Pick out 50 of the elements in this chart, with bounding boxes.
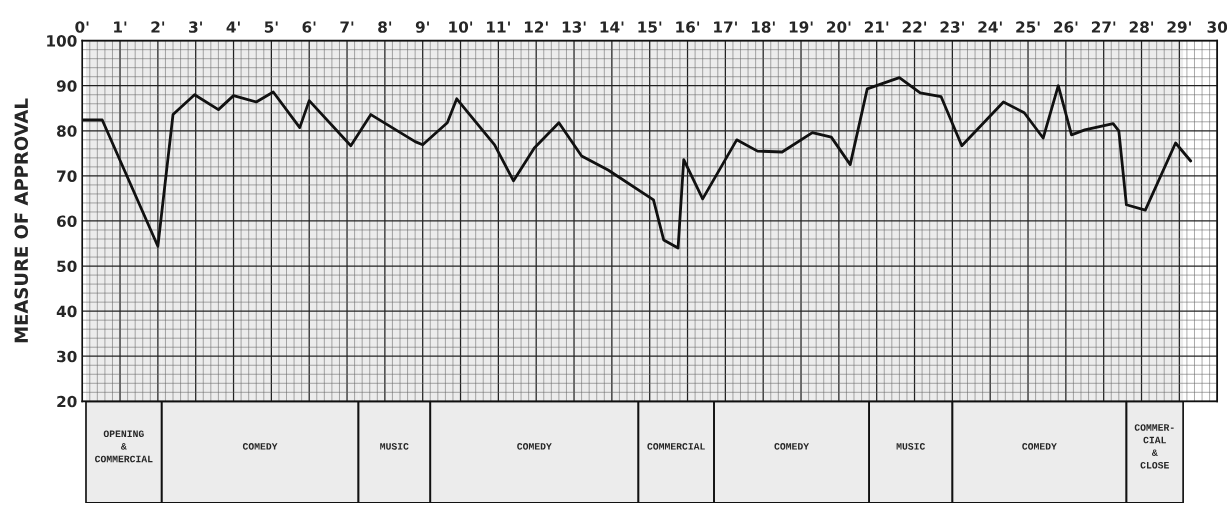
x-tick-label: 19' bbox=[789, 21, 813, 33]
band-label: MUSIC bbox=[896, 443, 926, 450]
x-tick-label: 11' bbox=[487, 21, 510, 33]
x-tick-label: 16' bbox=[676, 21, 700, 33]
band-label: OPENING & COMMERCIAL bbox=[95, 430, 153, 463]
x-tick-label: 0' bbox=[75, 21, 89, 33]
y-tick-label: 80 bbox=[57, 125, 77, 137]
x-tick-label: 12' bbox=[524, 21, 548, 33]
band-label: MUSIC bbox=[380, 443, 409, 450]
band-label: COMEDY bbox=[242, 443, 278, 450]
x-tick-label: 15' bbox=[638, 21, 662, 33]
x-tick-label: 20' bbox=[827, 21, 851, 33]
y-tick-label: 60 bbox=[57, 215, 77, 227]
y-tick-label: 50 bbox=[57, 260, 77, 273]
x-tick-label: 7' bbox=[340, 21, 354, 33]
y-tick-label: 30 bbox=[57, 350, 77, 363]
y-tick-label: 70 bbox=[57, 170, 77, 182]
x-tick-label: 9' bbox=[415, 21, 429, 33]
y-tick-label: 40 bbox=[56, 305, 77, 318]
x-tick-label: 29' bbox=[1167, 21, 1191, 33]
y-tick-label: 20 bbox=[57, 395, 77, 408]
x-tick-label: 10' bbox=[449, 21, 473, 33]
band-label: COMMERCIAL bbox=[647, 443, 705, 450]
band-label: COMMER- CIAL & CLOSE bbox=[1134, 424, 1174, 469]
x-tick-label: 21' bbox=[864, 21, 889, 33]
band-label: COMEDY bbox=[1022, 443, 1057, 450]
x-tick-label: 4' bbox=[226, 21, 240, 33]
x-tick-label: 17' bbox=[714, 21, 737, 33]
x-tick-label: 18' bbox=[751, 21, 775, 33]
x-tick-label: 3' bbox=[189, 21, 202, 33]
x-tick-label: 30 bbox=[1207, 21, 1227, 33]
x-tick-label: 24' bbox=[978, 21, 1002, 33]
x-tick-label: 23' bbox=[940, 21, 964, 33]
x-tick-label: 25' bbox=[1016, 21, 1040, 33]
x-tick-label: 8' bbox=[378, 21, 392, 33]
x-tick-label: 14' bbox=[600, 21, 624, 33]
x-tick-label: 27' bbox=[1091, 21, 1116, 33]
x-tick-label: 5' bbox=[264, 21, 278, 33]
x-tick-label: 6' bbox=[302, 21, 316, 33]
x-tick-label: 2' bbox=[151, 21, 165, 33]
x-tick-label: 28' bbox=[1129, 21, 1154, 33]
band-label: COMEDY bbox=[774, 443, 810, 450]
x-tick-label: 13' bbox=[562, 21, 586, 33]
y-tick-label: 100 bbox=[47, 35, 77, 47]
y-tick-label: 90 bbox=[56, 80, 77, 92]
x-tick-label: 22' bbox=[902, 21, 927, 33]
band-label: COMEDY bbox=[517, 443, 552, 450]
x-tick-label: 26' bbox=[1054, 21, 1078, 33]
y-axis-title: MEASURE OF APPROVAL bbox=[14, 98, 29, 343]
x-tick-label: 1' bbox=[114, 21, 127, 33]
